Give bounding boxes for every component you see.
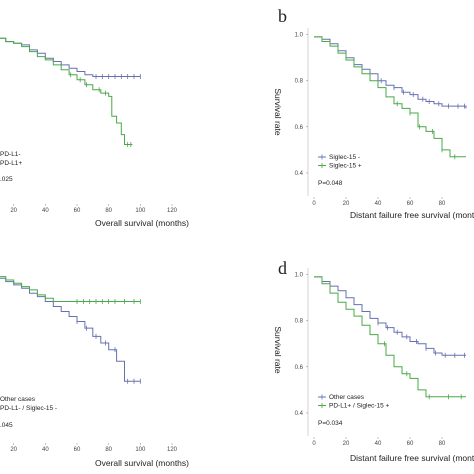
x-tick-label: 40 [42,447,49,453]
x-tick-label: 120 [167,208,178,214]
y-tick-label: 0.4 [295,171,304,177]
panel-b: 0 20 40 60 80 0.4 0.6 0.8 1.0 Survival rate Distan… [273,6,474,220]
x-tick-label: 60 [74,447,81,453]
x-tick-label: 80 [439,201,446,207]
series-line-0 [0,37,141,77]
x-tick-label: 80 [105,208,112,214]
x-tick-label: 20 [10,208,17,214]
panel-letter: d [278,258,287,278]
legend-label: PD-L1+ / Siglec-15 + [329,403,390,410]
y-tick-label: 0.8 [295,319,304,325]
x-tick-label: 80 [105,447,112,453]
x-tick-label: 100 [135,447,146,453]
p-value: P=0.048 [318,180,343,187]
panel-c: 20 40 60 80 100 120 Overall survival (months) O… [0,276,189,468]
series-line-0 [314,276,466,356]
legend-label: Other cases [0,396,36,403]
y-tick-label: 0.4 [295,411,304,417]
x-axis-label: Distant failure free survival (month [350,453,474,463]
panel-letter: b [278,6,287,26]
series-line-1 [314,36,466,158]
x-tick-label: 60 [407,201,414,207]
series-line-0 [314,36,467,109]
y-tick-label: 0.8 [295,79,304,85]
panel-d: 0 20 40 60 80 0.4 0.6 0.8 1.0 Survival rate Distan… [273,258,474,463]
series-line-1 [314,276,466,398]
p-value: P=0.034 [318,420,343,427]
panel-a: 20 40 60 80 100 120 Overall survival (months) P… [0,37,189,228]
y-tick-label: 0.6 [295,125,304,131]
x-axis-label: Distant failure free survival (month [350,210,474,220]
x-tick-label: 100 [135,208,146,214]
y-tick-label: 1.0 [295,33,304,39]
legend-label: PD-L1+ [0,160,22,167]
y-axis-label: Survival rate [273,88,283,136]
x-tick-label: 20 [10,447,17,453]
legend-label: Siglec-15 + [329,163,362,170]
x-tick-label: 120 [167,447,178,453]
y-tick-label: 1.0 [295,273,304,279]
x-tick-label: 60 [407,441,414,447]
x-tick-label: 0 [312,441,316,447]
x-tick-label: 80 [439,441,446,447]
legend-label: PD-L1- / Siglec-15 - [0,405,57,412]
series-line-1 [0,37,133,145]
x-tick-label: 0 [312,201,316,207]
legend-label: Siglec-15 - [329,154,360,161]
series-line-0 [0,277,141,382]
x-axis-label: Overall survival (months) [95,218,189,228]
p-value: .045 [0,422,13,429]
x-tick-label: 20 [343,441,350,447]
x-tick-label: 40 [375,201,382,207]
legend-label: PD-L1- [0,151,21,158]
x-tick-label: 20 [343,201,350,207]
y-tick-label: 0.6 [295,365,304,371]
legend-label: Other cases [329,394,365,401]
x-tick-label: 60 [74,208,81,214]
x-axis-label: Overall survival (months) [95,458,189,468]
y-axis-label: Survival rate [273,326,283,374]
x-tick-label: 40 [375,441,382,447]
series-line-1 [0,276,141,302]
p-value: .025 [0,176,13,183]
x-tick-label: 40 [42,208,49,214]
